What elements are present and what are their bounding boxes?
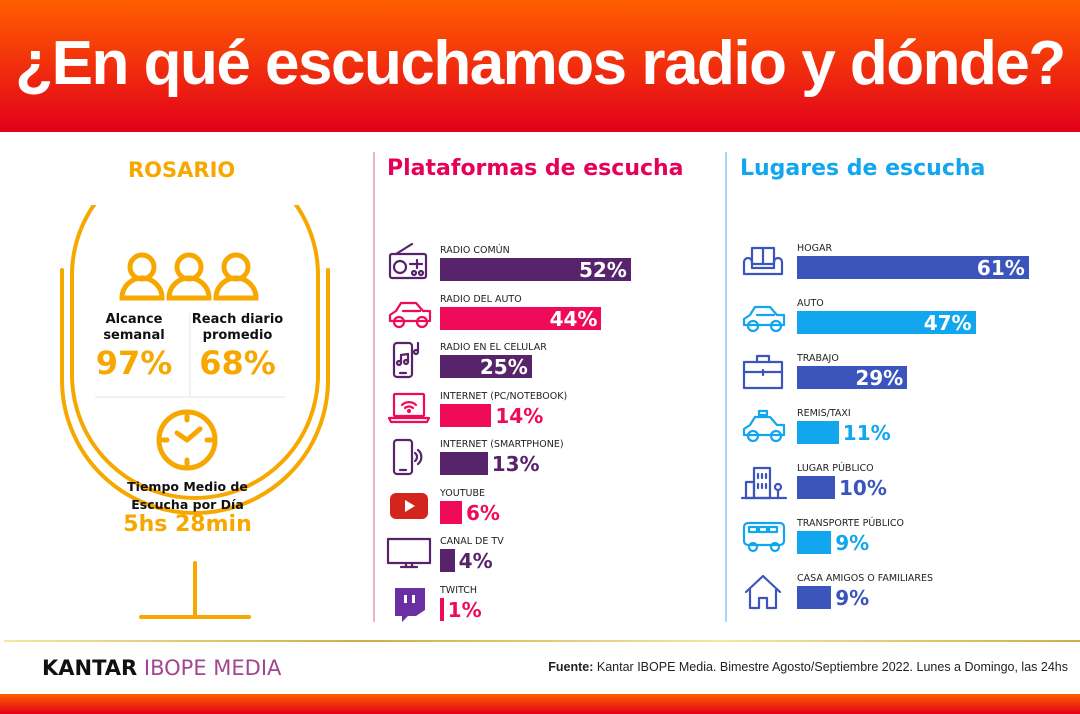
divider-plataformas [373,152,375,622]
bar [797,311,976,334]
logo-kantar: KANTAR [42,656,138,680]
bar [440,355,532,378]
house-icon [744,574,782,610]
bar [440,500,463,524]
logo-ibope-media: IBOPE MEDIA [143,656,282,680]
bar-label: TRABAJO [797,353,839,364]
bar [440,452,488,475]
bar [797,531,832,554]
source-label: Fuente: [548,660,594,674]
header-banner: ¿En qué escuchamos radio y dónde? [0,0,1080,132]
twitch-icon [395,587,425,622]
tiempo-value: 5hs 28min [123,512,252,537]
taxi-icon [742,409,786,443]
bar [797,476,835,499]
bar-value-label: 44% [549,306,598,331]
bar [797,366,908,389]
bar-label: HOGAR [797,243,833,254]
bar [440,258,631,281]
reach-value: 68% [199,344,276,382]
source-text: Kantar IBOPE Media. Bimestre Agosto/Sept… [593,660,1068,674]
bar-label: INTERNET (SMARTPHONE) [440,439,564,450]
bar [797,586,832,609]
tiempo-label: Tiempo Medio de [127,479,248,494]
bar [440,403,492,427]
bar-label: LUGAR PÚBLICO [797,463,874,474]
bar-value-label: 29% [855,366,904,390]
tv-icon [386,537,432,569]
bar-label: RADIO COMÚN [440,245,510,256]
bar-value-label: 13% [491,452,540,476]
bar-label: RADIO DEL AUTO [440,293,522,305]
bar-value-label: 52% [578,258,627,282]
bar-label: CANAL DE TV [440,536,504,547]
bar-value-label: 10% [839,476,887,500]
footer-divider [4,640,1080,642]
bar-label: INTERNET (PC/NOTEBOOK) [440,390,568,402]
phone-music-icon [392,341,420,379]
bar [440,549,455,572]
bar [440,306,602,330]
radio-icon [388,242,428,280]
alcance-label-2: semanal [103,328,165,343]
bar-value-label: 6% [466,500,500,525]
page-title: ¿En qué escuchamos radio y dónde? [15,29,1066,98]
bar-value-label: 14% [495,403,544,428]
city-title: ROSARIO [128,158,236,182]
bar-value-label: 1% [447,597,482,622]
bus-icon [742,521,786,553]
tiempo-label-2: Escucha por Día [131,497,244,512]
bar-label: CASA AMIGOS O FAMILIARES [797,573,934,584]
car-icon [388,301,432,328]
bar-value-label: 47% [923,311,972,335]
people-icon [119,252,259,301]
bar-label: RADIO EN EL CELULAR [440,342,547,353]
bar-value-label: 9% [835,586,870,610]
alcance-label: Alcance [105,312,163,327]
reach-label-2: promedio [202,328,273,343]
bar-label: TWITCH [440,584,478,596]
lugares-title: Lugares de escucha [740,156,986,181]
bar [797,256,1029,279]
bar [797,421,839,444]
alcance-value: 97% [95,344,173,382]
plataformas-title: Plataformas de escucha [387,156,684,181]
bar [440,597,444,621]
mic-head-outline [70,205,320,500]
bar-value-label: 25% [479,355,528,379]
bar-value-label: 9% [835,531,870,555]
clock-icon [156,409,218,471]
briefcase-icon [742,354,784,390]
sofa-icon [742,246,784,276]
building-icon [740,466,788,500]
bar-value-label: 61% [976,256,1025,280]
divider-lugares [725,152,727,622]
youtube-icon [390,492,428,519]
microphone-graphic [60,205,330,619]
bottom-banner [0,694,1080,714]
car-icon [742,305,786,333]
reach-label: Reach diario [191,312,284,327]
mic-holder-arc [60,268,330,515]
bar-label: TRANSPORTE PÚBLICO [797,518,905,529]
bar-value-label: 4% [458,549,493,573]
bar-value-label: 11% [842,421,891,445]
smartphone-signal-icon [392,438,423,476]
bar-label: YOUTUBE [440,487,485,499]
bar-label: REMIS/TAXI [797,408,851,419]
laptop-wifi-icon [387,392,431,423]
bar-label: AUTO [797,298,824,309]
